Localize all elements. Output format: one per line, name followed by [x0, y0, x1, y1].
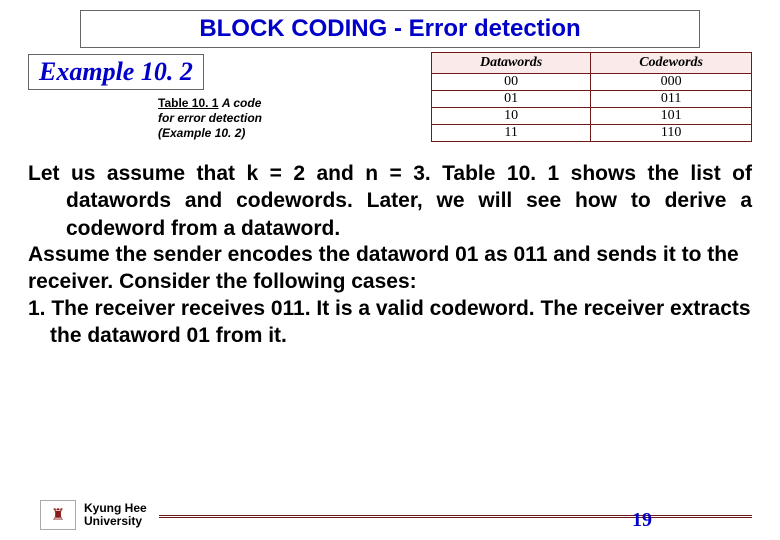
caption-line2: for error detection [158, 111, 262, 125]
code-table: Datawords Codewords 00 000 01 011 10 [431, 52, 752, 142]
table-cell: 101 [591, 108, 752, 125]
university-line2: University [84, 514, 142, 528]
paragraph-3: 1. The receiver receives 011. It is a va… [28, 296, 752, 350]
slide-title-box: BLOCK CODING - Error detection [80, 10, 700, 48]
table-cell: 11 [431, 125, 590, 142]
table-row: 00 000 [431, 74, 751, 91]
table-header-codewords: Codewords [591, 53, 752, 74]
table-caption: Table 10. 1 A code for error detection (… [158, 96, 308, 141]
caption-line3: (Example 10. 2) [158, 126, 245, 140]
example-box: Example 10. 2 [28, 54, 204, 90]
university-logo-icon: ♜ [40, 500, 76, 530]
code-table-wrap: Datawords Codewords 00 000 01 011 10 [431, 52, 752, 142]
body-text: Let us assume that k = 2 and n = 3. Tabl… [28, 160, 752, 349]
table-cell: 01 [431, 91, 590, 108]
caption-lead: Table 10. 1 [158, 96, 218, 110]
table-cell: 00 [431, 74, 590, 91]
slide-title: BLOCK CODING - Error detection [199, 15, 580, 42]
paragraph-2: Assume the sender encodes the dataword 0… [28, 242, 752, 296]
page-number: 19 [632, 509, 652, 532]
table-cell: 10 [431, 108, 590, 125]
footer: ♜ Kyung Hee University 19 [40, 500, 752, 530]
university-line1: Kyung Hee [84, 501, 147, 515]
header-row: Example 10. 2 Table 10. 1 A code for err… [28, 54, 752, 142]
table-row: 11 110 [431, 125, 751, 142]
table-cell: 110 [591, 125, 752, 142]
paragraph-1: Let us assume that k = 2 and n = 3. Tabl… [28, 160, 752, 242]
university-name: Kyung Hee University [84, 502, 147, 528]
example-label: Example 10. 2 [39, 57, 193, 86]
table-row: 01 011 [431, 91, 751, 108]
caption-rest1: A code [222, 96, 262, 110]
table-row: 10 101 [431, 108, 751, 125]
footer-rule [159, 515, 752, 518]
table-cell: 011 [591, 91, 752, 108]
table-header-datawords: Datawords [431, 53, 590, 74]
table-cell: 000 [591, 74, 752, 91]
